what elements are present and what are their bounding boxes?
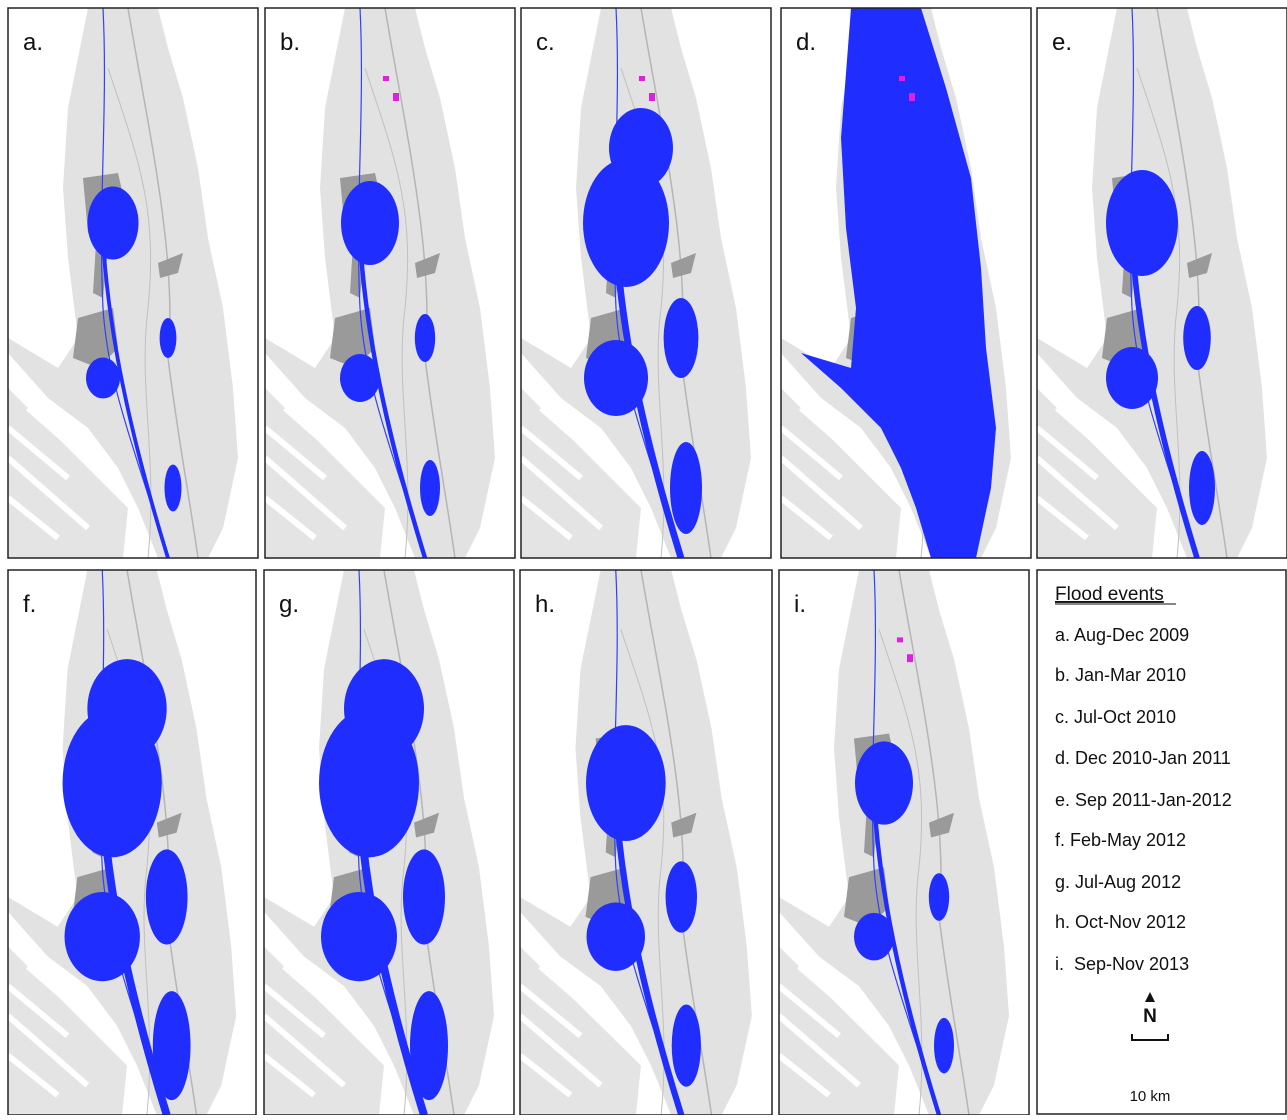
flood-extent <box>671 1004 701 1087</box>
magenta-patch <box>393 93 399 101</box>
map-panel <box>8 570 236 1115</box>
magenta-patch <box>909 93 915 101</box>
panel-label: c. <box>536 29 555 56</box>
flood-extent <box>101 237 170 558</box>
panel-border <box>520 7 772 559</box>
flood-extent <box>98 797 171 1115</box>
basemap <box>520 570 752 1115</box>
legend-item: a. Aug-Dec 2009 <box>1055 625 1189 645</box>
legend-item: g. Jul-Aug 2012 <box>1055 872 1181 892</box>
basemap <box>8 8 238 558</box>
flood-extent <box>420 460 440 516</box>
panel-border <box>1036 7 1287 559</box>
flood-extent <box>612 237 685 558</box>
panel-border <box>780 7 1032 559</box>
flood-extent <box>609 108 673 188</box>
flood-extent <box>1189 451 1215 525</box>
map-panel <box>264 570 494 1115</box>
panel-label: b. <box>280 29 300 56</box>
panel-label: i. <box>794 591 806 618</box>
flood-extent <box>1183 306 1211 370</box>
basemap <box>265 8 495 558</box>
legend-item: b. Jan-Mar 2010 <box>1055 665 1186 685</box>
scale-label: 10 km <box>1130 1088 1171 1105</box>
north-label: N <box>1143 1006 1157 1027</box>
flood-extent <box>854 912 894 961</box>
flood-extent <box>665 861 698 933</box>
flood-extent <box>612 797 685 1115</box>
magenta-patch <box>383 76 389 81</box>
legend-item: d. Dec 2010-Jan 2011 <box>1055 748 1231 768</box>
map-panel <box>1037 8 1267 558</box>
flood-extent <box>340 354 380 402</box>
flood-extent <box>1106 170 1178 276</box>
panel-label: e. <box>1052 29 1072 56</box>
legend-border <box>1036 569 1287 1115</box>
flood-extent <box>586 725 666 842</box>
legend-title: Flood events <box>1055 584 1164 605</box>
map-panel <box>521 8 751 558</box>
flood-extent <box>928 873 950 921</box>
flood-extent <box>670 442 702 534</box>
flood-extent <box>87 186 139 260</box>
flood-extent <box>164 464 182 512</box>
legend-item: f. Feb-May 2012 <box>1055 830 1186 850</box>
flood-extent <box>86 357 120 399</box>
magenta-patch <box>639 76 645 81</box>
legend-item: h. Oct-Nov 2012 <box>1055 912 1186 932</box>
flood-extent <box>152 991 191 1101</box>
flood-extent <box>871 797 942 1115</box>
flood-extent <box>341 181 399 265</box>
map-panel <box>265 8 495 558</box>
panel-label: h. <box>535 591 555 618</box>
flood-extent <box>145 849 188 945</box>
flood-extent <box>663 298 699 378</box>
legend-item: i. Sep-Nov 2013 <box>1055 954 1189 974</box>
panel-border <box>264 7 516 559</box>
map-panel <box>781 8 1011 558</box>
flood-extent <box>344 659 424 759</box>
flood-extent <box>414 314 436 362</box>
flood-extent <box>403 849 445 945</box>
panel-label: f. <box>23 591 36 618</box>
map-panel <box>779 570 1009 1115</box>
legend-item: e. Sep 2011-Jan-2012 <box>1055 790 1232 810</box>
flood-extent <box>410 991 448 1101</box>
panel-label: g. <box>279 591 299 618</box>
magenta-patch <box>907 654 913 663</box>
flood-extent <box>159 318 177 358</box>
basemap <box>1037 8 1267 558</box>
map-panel <box>8 8 238 558</box>
magenta-patch <box>897 637 903 643</box>
magenta-patch <box>649 93 655 101</box>
magenta-patch <box>899 76 905 81</box>
flood-extent <box>583 159 669 287</box>
panel-border <box>7 7 259 559</box>
flood-extent <box>87 659 167 759</box>
flood-extent <box>801 8 996 558</box>
panel-label: d. <box>796 29 816 56</box>
flood-extent <box>357 237 428 558</box>
flood-extent <box>355 797 428 1115</box>
north-arrow <box>1145 992 1155 1002</box>
flood-extent <box>934 1017 954 1074</box>
legend-item: c. Jul-Oct 2010 <box>1055 707 1176 727</box>
basemap <box>779 570 1009 1115</box>
map-panel <box>520 570 752 1115</box>
panel-label: a. <box>23 29 43 56</box>
flood-extent <box>1129 237 1200 558</box>
flood-extent <box>855 741 913 825</box>
scale-bar <box>1131 1034 1169 1041</box>
